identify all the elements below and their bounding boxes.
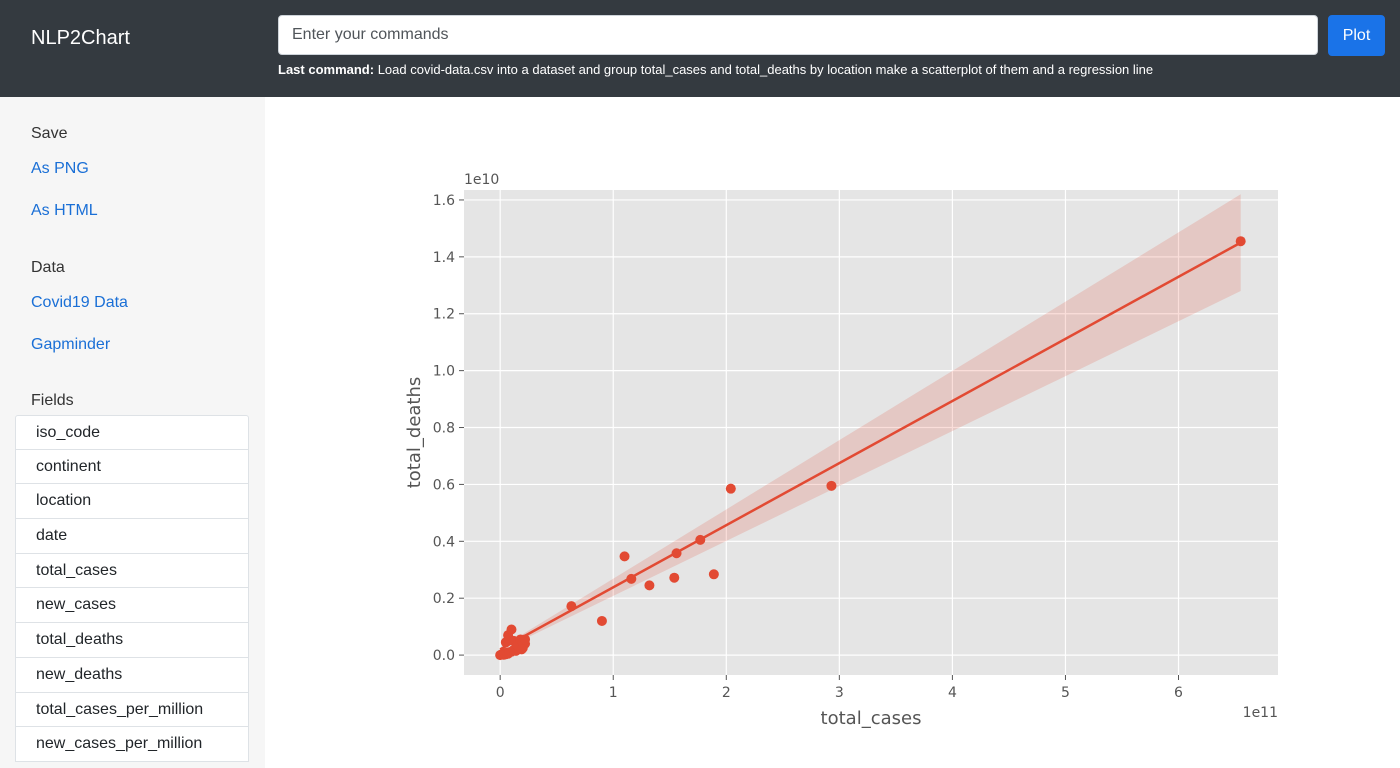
field-item-continent[interactable]: continent [15, 449, 249, 485]
x-tick-label: 1 [609, 685, 618, 701]
y-tick-label: 0.2 [433, 591, 455, 607]
field-item-new-cases-per-million[interactable]: new_cases_per_million [15, 727, 249, 762]
x-tick-label: 5 [1061, 685, 1070, 701]
field-item-total-cases-per-million[interactable]: total_cases_per_million [15, 692, 249, 728]
command-input[interactable] [278, 15, 1318, 55]
field-item-new-cases[interactable]: new_cases [15, 588, 249, 624]
regression-line [499, 241, 1242, 651]
data-point [695, 534, 706, 545]
gapminder-link[interactable]: Gapminder [31, 336, 111, 353]
field-item-location[interactable]: location [15, 484, 249, 520]
app-brand[interactable]: NLP2Chart [31, 27, 130, 49]
confidence-band [500, 194, 1241, 651]
last-command: Last command: Load covid-data.csv into a… [278, 62, 1153, 78]
data-point [725, 483, 736, 494]
data-points [495, 236, 1246, 661]
y-axis-label: total_deaths [404, 377, 425, 489]
y-tick-label: 1.2 [433, 307, 455, 323]
field-item-iso-code[interactable]: iso_code [15, 415, 249, 450]
y-tick-label: 1.0 [433, 364, 455, 380]
data-point [506, 624, 517, 635]
y-tick-label: 1.4 [433, 250, 455, 266]
y-tick-label: 0.4 [433, 534, 455, 550]
field-item-total-cases[interactable]: total_cases [15, 553, 249, 589]
data-point [671, 548, 682, 559]
fields-list: iso_code continent location date total_c… [15, 415, 249, 762]
x-tick-label: 2 [722, 685, 731, 701]
data-point [644, 580, 655, 591]
sidebar: Save As PNG As HTML Data Covid19 Data Ga… [0, 97, 265, 768]
y-tick-label: 0.8 [433, 421, 455, 437]
y-tick-label: 0.0 [433, 648, 455, 664]
last-command-label: Last command: [278, 62, 375, 77]
data-point [596, 615, 607, 626]
y-offset-label: 1e10 [464, 172, 499, 188]
y-tick-label: 0.6 [433, 477, 455, 493]
data-point [626, 573, 637, 584]
chart-container: 0 1 2 3 4 5 6 0.0 0.2 0.4 0.6 0.8 1.0 1.2 1.4 1.6 tota… [400, 165, 1300, 735]
x-offset-label: 1e11 [1243, 705, 1278, 721]
data-point [520, 634, 531, 645]
grid-lines [464, 190, 1278, 675]
data-point [516, 644, 527, 655]
x-tick-label: 4 [948, 685, 957, 701]
x-tick-label: 6 [1174, 685, 1183, 701]
data-point [669, 572, 680, 583]
data-point [826, 480, 837, 491]
x-axis-label: total_cases [821, 708, 922, 729]
last-command-text: Load covid-data.csv into a dataset and g… [377, 62, 1154, 77]
save-as-png-link[interactable]: As PNG [31, 160, 89, 177]
field-item-date[interactable]: date [15, 519, 249, 554]
data-point [1235, 236, 1246, 247]
data-point [566, 601, 577, 612]
x-tick-labels: 0 1 2 3 4 5 6 [496, 675, 1183, 701]
fields-heading: Fields [31, 392, 74, 409]
data-point [708, 569, 719, 580]
data-heading: Data [31, 259, 65, 276]
field-item-total-deaths[interactable]: total_deaths [15, 623, 249, 658]
scatter-chart: 0 1 2 3 4 5 6 0.0 0.2 0.4 0.6 0.8 1.0 1.2 1.4 1.6 tota… [404, 172, 1278, 729]
x-tick-label: 3 [835, 685, 844, 701]
top-navbar: NLP2Chart Plot Last command: Load covid-… [0, 0, 1400, 97]
x-tick-label: 0 [496, 685, 505, 701]
y-tick-labels: 0.0 0.2 0.4 0.6 0.8 1.0 1.2 1.4 1.6 [433, 193, 464, 664]
plot-button[interactable]: Plot [1328, 15, 1385, 56]
save-as-html-link[interactable]: As HTML [31, 202, 98, 219]
field-item-new-deaths[interactable]: new_deaths [15, 657, 249, 693]
data-point [619, 551, 630, 562]
covid19-data-link[interactable]: Covid19 Data [31, 294, 128, 311]
y-tick-label: 1.6 [433, 193, 455, 209]
save-heading: Save [31, 125, 68, 142]
